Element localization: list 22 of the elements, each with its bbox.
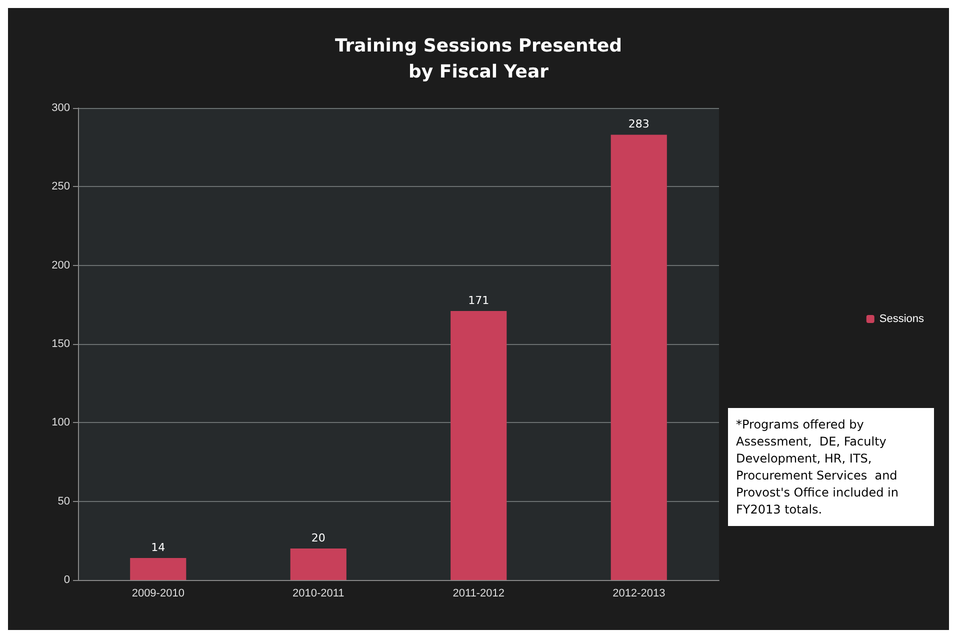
y-tick-label: 200 xyxy=(52,259,70,272)
bar xyxy=(450,310,507,580)
x-tick-label: 2012-2013 xyxy=(612,588,666,600)
x-tick-label: 2011-2012 xyxy=(452,588,505,600)
y-tick-label: 100 xyxy=(52,416,70,429)
data-label: 20 xyxy=(311,532,326,545)
data-label: 171 xyxy=(468,294,490,307)
y-tick-label: 300 xyxy=(52,102,70,114)
y-tick-label: 0 xyxy=(64,574,70,586)
bar xyxy=(130,558,186,580)
x-tick-label: 2009-2010 xyxy=(132,588,184,600)
y-tick-label: 150 xyxy=(52,338,70,350)
y-tick-label: 250 xyxy=(52,180,70,193)
x-tick-label: 2010-2011 xyxy=(292,588,344,600)
data-label: 14 xyxy=(151,540,166,554)
chart-title: Training Sessions Presented by Fiscal Year xyxy=(334,36,622,82)
bar xyxy=(610,134,667,580)
text: *Programs offered by Assessment, DE, Faculty Development, HR, ITS, Procurement Services and Provost's Office included in FY2013 totals. xyxy=(736,418,902,516)
data-label: 283 xyxy=(628,118,650,131)
y-tick-label: 50 xyxy=(58,495,70,508)
bar xyxy=(290,548,346,580)
legend-label: Sessions xyxy=(879,313,924,325)
